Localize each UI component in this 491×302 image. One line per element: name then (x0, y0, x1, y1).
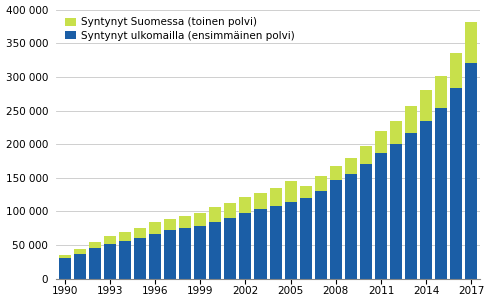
Bar (119, 232, 131, 241)
Bar (104, 236, 116, 244)
Bar (270, 206, 281, 279)
Bar (240, 213, 251, 279)
Bar (74, 254, 86, 279)
Bar (330, 180, 342, 279)
Bar (224, 217, 236, 279)
Bar (300, 186, 312, 198)
Bar (465, 63, 477, 279)
Bar (254, 210, 267, 279)
Bar (405, 133, 417, 279)
Bar (285, 202, 297, 279)
Bar (450, 88, 463, 279)
Bar (360, 164, 372, 279)
Bar (149, 234, 161, 279)
Bar (194, 213, 206, 226)
Legend: Syntynyt Suomessa (toinen polvi), Syntynyt ulkomailla (ensimmäinen polvi): Syntynyt Suomessa (toinen polvi), Syntyn… (65, 18, 295, 40)
Bar (149, 222, 161, 234)
Bar (179, 228, 191, 279)
Bar (134, 238, 146, 279)
Bar (89, 248, 101, 279)
Bar (59, 255, 71, 258)
Bar (435, 108, 447, 279)
Bar (240, 197, 251, 213)
Bar (164, 219, 176, 230)
Bar (345, 175, 357, 279)
Bar (59, 258, 71, 279)
Bar (315, 176, 327, 191)
Bar (375, 131, 387, 153)
Bar (254, 193, 267, 210)
Bar (285, 181, 297, 202)
Bar (375, 153, 387, 279)
Bar (405, 106, 417, 133)
Bar (224, 203, 236, 217)
Bar (164, 230, 176, 279)
Bar (360, 146, 372, 164)
Bar (89, 242, 101, 248)
Bar (420, 120, 432, 279)
Bar (420, 90, 432, 120)
Bar (179, 216, 191, 228)
Bar (209, 222, 221, 279)
Bar (390, 120, 402, 144)
Bar (209, 207, 221, 222)
Bar (194, 226, 206, 279)
Bar (315, 191, 327, 279)
Bar (104, 244, 116, 279)
Bar (330, 166, 342, 180)
Bar (270, 188, 281, 206)
Bar (119, 241, 131, 279)
Bar (300, 198, 312, 279)
Bar (134, 228, 146, 238)
Bar (345, 158, 357, 175)
Bar (435, 76, 447, 108)
Bar (450, 53, 463, 88)
Bar (74, 249, 86, 254)
Bar (390, 144, 402, 279)
Bar (465, 22, 477, 63)
